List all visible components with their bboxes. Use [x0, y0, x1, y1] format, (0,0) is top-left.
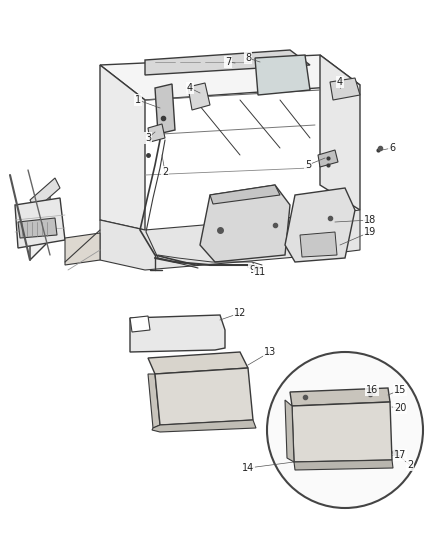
Text: 11: 11 [254, 267, 266, 277]
Text: 5: 5 [305, 160, 311, 170]
Text: 8: 8 [245, 53, 251, 63]
Polygon shape [148, 374, 160, 428]
Text: 18: 18 [364, 215, 376, 225]
Polygon shape [18, 218, 57, 238]
Polygon shape [200, 185, 290, 262]
Text: 19: 19 [364, 227, 376, 237]
Text: 17: 17 [394, 450, 406, 460]
Text: 14: 14 [242, 463, 254, 473]
Polygon shape [15, 198, 65, 248]
Text: 12: 12 [234, 308, 246, 318]
Text: 15: 15 [394, 385, 406, 395]
Polygon shape [292, 402, 392, 462]
Polygon shape [300, 232, 337, 257]
Polygon shape [155, 368, 253, 425]
Polygon shape [148, 124, 165, 142]
Text: 7: 7 [225, 57, 231, 67]
Polygon shape [100, 55, 360, 100]
Text: 2: 2 [162, 167, 168, 177]
Polygon shape [30, 178, 60, 210]
Polygon shape [290, 388, 390, 406]
Text: 2: 2 [407, 460, 413, 470]
Polygon shape [318, 150, 338, 167]
Polygon shape [100, 65, 145, 230]
Polygon shape [65, 233, 100, 265]
Polygon shape [130, 315, 225, 352]
Polygon shape [320, 55, 360, 210]
Polygon shape [330, 78, 360, 100]
Text: 16: 16 [366, 385, 378, 395]
Polygon shape [285, 400, 294, 462]
Text: 9: 9 [249, 265, 255, 275]
Polygon shape [130, 316, 150, 332]
Text: 4: 4 [337, 77, 343, 87]
Polygon shape [255, 55, 310, 95]
Text: 4: 4 [187, 83, 193, 93]
Polygon shape [285, 188, 355, 262]
Circle shape [267, 352, 423, 508]
Polygon shape [152, 420, 256, 432]
Text: 20: 20 [394, 403, 406, 413]
Polygon shape [188, 83, 210, 110]
Text: 3: 3 [145, 133, 151, 143]
Polygon shape [210, 185, 280, 204]
Polygon shape [145, 50, 310, 75]
Text: 13: 13 [264, 347, 276, 357]
Text: 6: 6 [389, 143, 395, 153]
Polygon shape [30, 185, 50, 260]
Polygon shape [155, 84, 175, 134]
Polygon shape [148, 352, 248, 374]
Polygon shape [100, 210, 360, 270]
Text: 1: 1 [135, 95, 141, 105]
Polygon shape [294, 460, 393, 470]
